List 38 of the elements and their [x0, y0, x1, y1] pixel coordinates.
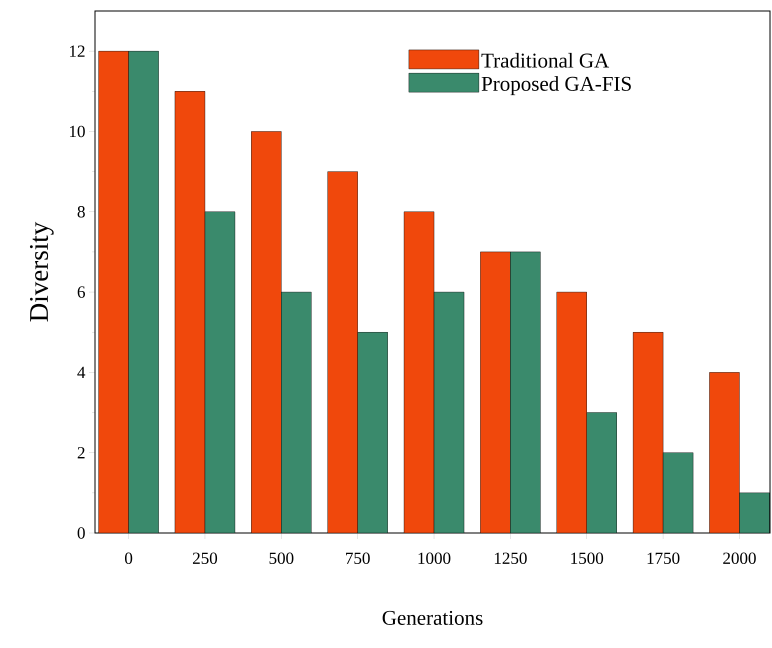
y-tick-label: 10	[70, 126, 85, 138]
legend-label: Traditional GA	[481, 52, 610, 68]
y-tick-label: 12	[70, 46, 85, 57]
x-tick-label: 1000	[418, 552, 450, 564]
bar	[204, 212, 235, 533]
bar	[251, 131, 282, 533]
bar	[586, 412, 617, 533]
x-tick-label: 500	[270, 552, 294, 564]
y-tick-label: 6	[78, 286, 85, 298]
bar	[328, 172, 358, 533]
y-axis-title: Diversity	[30, 222, 54, 322]
bar	[510, 252, 540, 533]
bar	[434, 292, 464, 533]
y-tick-label: 0	[78, 527, 85, 539]
x-tick-label: 1750	[648, 552, 680, 564]
bar	[663, 452, 694, 533]
bar	[358, 332, 388, 533]
x-tick-label: 1500	[571, 552, 604, 564]
y-tick-label: 4	[77, 366, 86, 378]
bar	[98, 51, 129, 533]
x-axis-title: Generations	[382, 610, 482, 625]
y-tick-label: 2	[78, 447, 85, 458]
bar	[633, 332, 664, 533]
y-tick-label: 8	[78, 206, 85, 218]
x-tick-label: 0	[124, 552, 132, 564]
bar	[739, 492, 770, 533]
bar	[556, 292, 587, 533]
bar	[281, 292, 312, 533]
x-tick-label: 250	[192, 552, 218, 564]
x-tick-label: 1250	[494, 552, 527, 564]
legend-label: Proposed GA-FIS	[482, 76, 631, 96]
x-tick-label: 2000	[723, 552, 756, 564]
bar	[404, 212, 434, 533]
x-tick-label: 750	[346, 552, 370, 564]
bar	[709, 372, 740, 533]
bar	[174, 91, 205, 533]
bar	[480, 252, 510, 533]
bar	[128, 51, 159, 533]
